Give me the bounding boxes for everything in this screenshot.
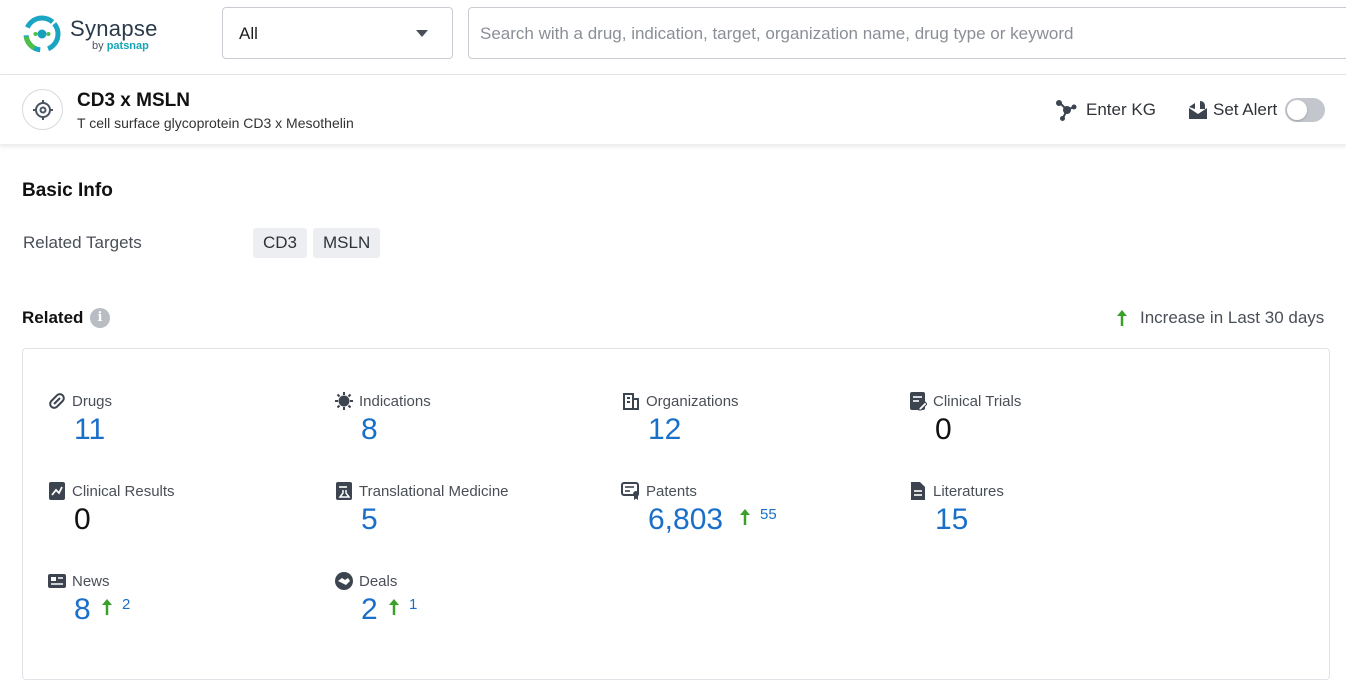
arrow-up-icon [101, 598, 113, 616]
stat-increase: 1 [388, 597, 417, 617]
pill-icon [47, 391, 67, 411]
stat-label: Deals [359, 573, 397, 590]
stat-increase: 55 [739, 507, 777, 527]
graph-icon [1054, 98, 1078, 122]
arrow-up-icon [1116, 309, 1128, 327]
alert-toggle[interactable] [1285, 98, 1325, 122]
page-title: CD3 x MSLN [77, 90, 190, 112]
increase-legend: Increase in Last 30 days [1116, 307, 1324, 329]
stat-increase: 2 [101, 597, 130, 617]
stat-label: Clinical Trials [933, 393, 1021, 410]
handshake-icon [334, 571, 354, 591]
stat-value: 0 [74, 503, 91, 537]
alert-toggle-knob [1287, 100, 1307, 120]
set-alert-label: Set Alert [1213, 100, 1277, 120]
stat-value: 0 [935, 413, 952, 447]
stat-value[interactable]: 2 [361, 593, 378, 627]
stat-value[interactable]: 15 [935, 503, 968, 537]
search-box [468, 7, 1346, 59]
virus-icon [334, 391, 354, 411]
top-bar: Synapse by patsnap All [0, 0, 1346, 75]
newspaper-icon [47, 571, 67, 591]
arrow-up-icon [388, 598, 400, 616]
stat-increase-value[interactable]: 1 [409, 596, 417, 613]
increase-legend-label: Increase in Last 30 days [1140, 308, 1324, 328]
stat-label: Patents [646, 483, 697, 500]
brand-sub-name: patsnap [107, 40, 149, 52]
search-scope-value: All [239, 24, 258, 44]
stat-increase-value[interactable]: 2 [122, 596, 130, 613]
search-scope-select[interactable]: All [222, 7, 453, 59]
synapse-logo[interactable]: Synapse by patsnap [22, 14, 182, 56]
stat-label: Clinical Results [72, 483, 175, 500]
basic-info-title: Basic Info [22, 180, 113, 202]
brand-sub: by patsnap [92, 40, 149, 52]
stat-increase-value[interactable]: 55 [760, 506, 777, 523]
stat-label: Literatures [933, 483, 1004, 500]
building-icon [621, 391, 641, 411]
stat-value[interactable]: 8 [361, 413, 378, 447]
enter-kg-label: Enter KG [1086, 100, 1156, 120]
bell-mail-icon [1187, 99, 1209, 121]
brand-sub-prefix: by [92, 40, 107, 52]
stat-value[interactable]: 6,803 [648, 503, 723, 537]
stat-value[interactable]: 11 [74, 413, 105, 447]
target-badge [22, 89, 63, 130]
enter-kg-button[interactable]: Enter KG [1054, 98, 1156, 122]
related-title: Related [22, 308, 83, 328]
stat-label: News [72, 573, 110, 590]
stat-label: Organizations [646, 393, 739, 410]
caret-down-icon [416, 30, 428, 37]
stat-value[interactable]: 8 [74, 593, 91, 627]
doc-flask-icon [334, 481, 354, 501]
related-panel: Drugs 11 Indications 8 Organizations 12 … [22, 348, 1330, 680]
certificate-icon [621, 481, 641, 501]
crosshair-icon [32, 99, 54, 121]
synapse-logo-icon [22, 14, 62, 54]
arrow-up-icon [739, 508, 751, 526]
target-tag-cd3[interactable]: CD3 [253, 228, 307, 258]
page-subtitle: T cell surface glycoprotein CD3 x Mesoth… [77, 115, 354, 131]
stat-label: Translational Medicine [359, 483, 509, 500]
brand-name: Synapse [70, 16, 158, 42]
related-targets-label: Related Targets [23, 233, 142, 253]
clipboard-edit-icon [908, 391, 928, 411]
chart-doc-icon [47, 481, 67, 501]
stat-value[interactable]: 12 [648, 413, 681, 447]
target-tag-msln[interactable]: MSLN [313, 228, 380, 258]
info-icon[interactable]: i [90, 308, 110, 328]
target-header: CD3 x MSLN T cell surface glycoprotein C… [0, 75, 1346, 145]
stat-value[interactable]: 5 [361, 503, 378, 537]
document-icon [908, 481, 928, 501]
stat-label: Indications [359, 393, 431, 410]
search-input[interactable] [480, 22, 1340, 46]
set-alert-button[interactable]: Set Alert [1187, 98, 1277, 122]
stat-label: Drugs [72, 393, 112, 410]
